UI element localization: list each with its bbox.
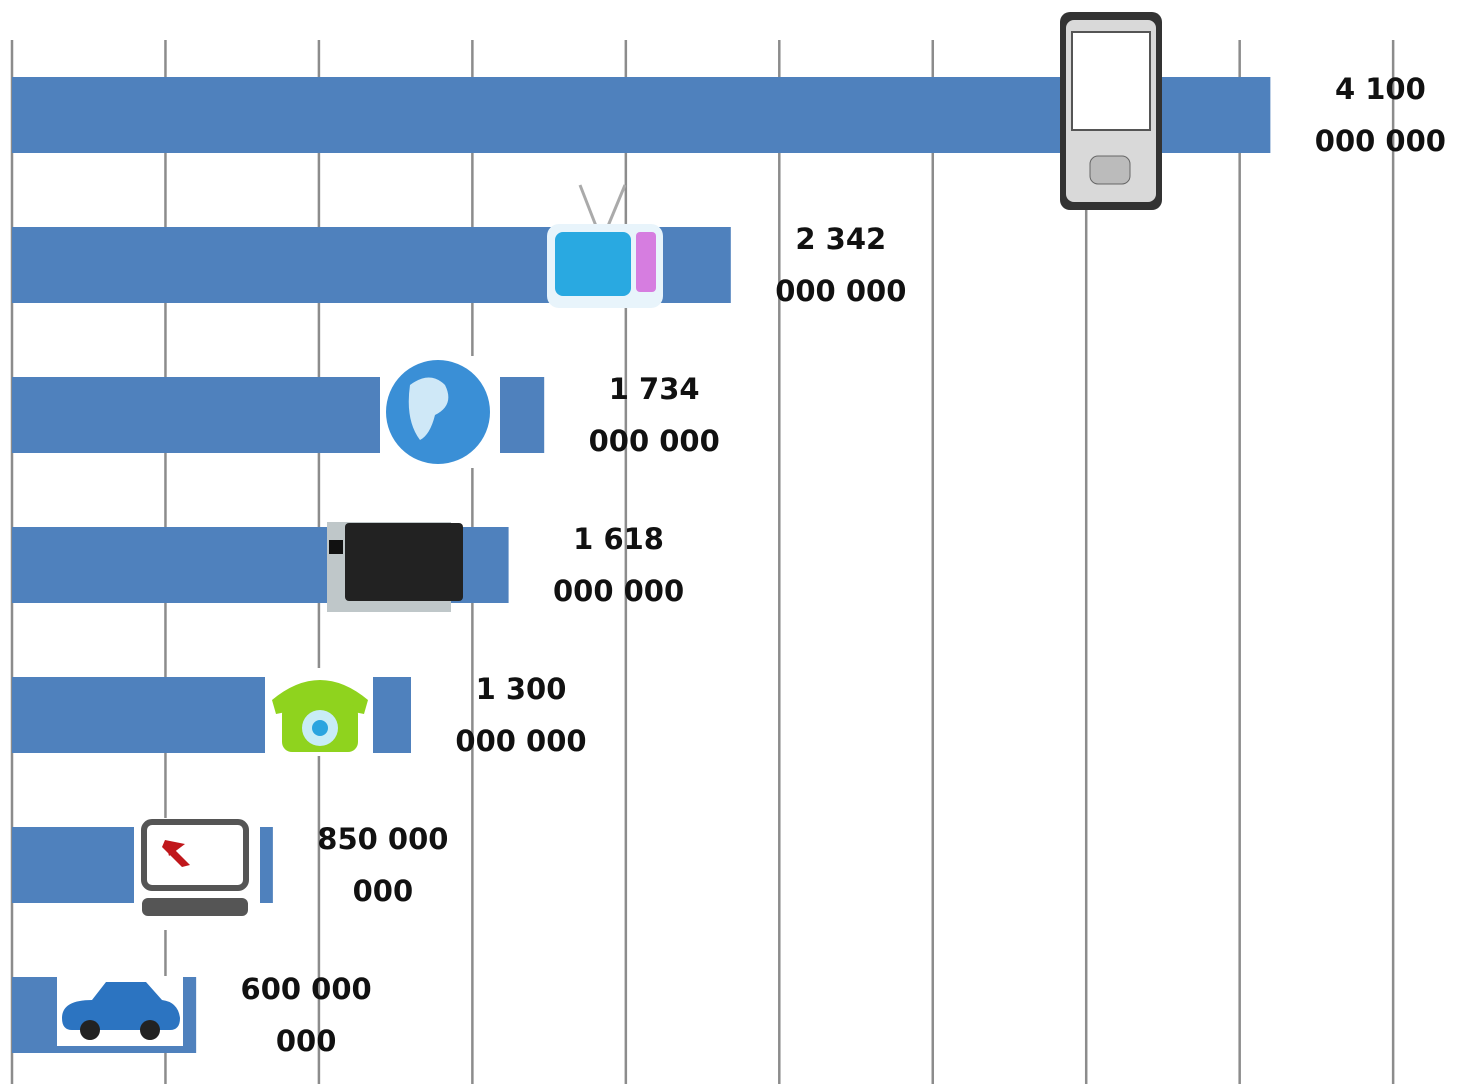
- mobile-phone-icon: [1060, 12, 1162, 210]
- value-label: 850 000 000: [308, 813, 458, 917]
- value-label: 1 734 000 000: [579, 363, 729, 467]
- chart: 4 100 000 000 2 342 000 000 1 734 000 000 1…: [0, 0, 1476, 1084]
- tv-icon: [547, 185, 663, 308]
- car-icon: [57, 976, 183, 1046]
- value-label: 2 342 000 000: [766, 213, 916, 317]
- value-label: 600 000 000: [231, 963, 381, 1067]
- chart-svg: [0, 0, 1476, 1084]
- value-label: 1 300 000 000: [446, 663, 596, 767]
- computer-icon: [134, 818, 260, 930]
- value-label: 1 618 000 000: [544, 513, 694, 617]
- globe-icon: [380, 356, 500, 468]
- value-label: 4 100 000 000: [1305, 63, 1455, 167]
- telephone-icon: [265, 668, 373, 756]
- card-reader-icon: [327, 522, 463, 612]
